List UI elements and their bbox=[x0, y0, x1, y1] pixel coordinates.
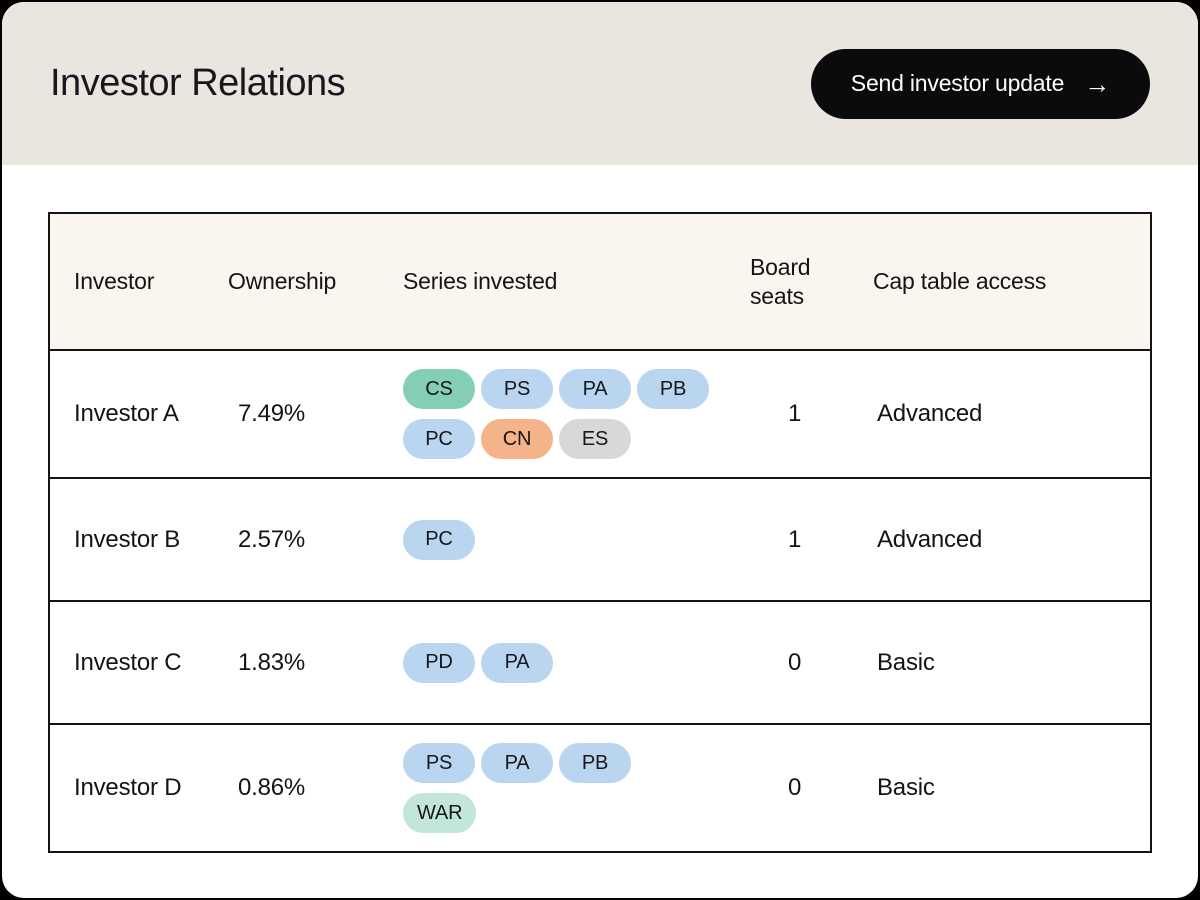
series-chip-group: PS PA PB WAR bbox=[403, 743, 750, 833]
series-chip: WAR bbox=[403, 793, 477, 833]
investors-table: Investor Ownership Series invested Board… bbox=[48, 212, 1152, 853]
series-chip: PA bbox=[481, 642, 553, 683]
column-header-investor: Investor bbox=[74, 268, 155, 295]
series-chip-group: PD PA bbox=[403, 642, 750, 683]
investor-name: Investor C bbox=[74, 648, 182, 676]
column-header-cap-table-access: Cap table access bbox=[873, 268, 1047, 295]
ownership-value: 0.86% bbox=[238, 774, 306, 801]
cap-table-access-value: Basic bbox=[877, 648, 935, 676]
series-chip: PB bbox=[637, 369, 709, 409]
table-row: Investor A 7.49% CS PS PA PB PC CN ES 1 Advanc… bbox=[50, 349, 1150, 477]
series-chip: CN bbox=[481, 419, 553, 459]
series-chip: PC bbox=[403, 419, 475, 459]
table-row: Investor B 2.57% PC 1 Advanced bbox=[50, 477, 1150, 600]
board-seats-value: 0 bbox=[788, 648, 802, 676]
series-chip: PA bbox=[559, 369, 631, 409]
series-chip: CS bbox=[403, 369, 475, 409]
ownership-value: 1.83% bbox=[238, 648, 306, 676]
table-header-row: Investor Ownership Series invested Board… bbox=[50, 214, 1150, 349]
series-chip: ES bbox=[559, 419, 631, 459]
investor-name: Investor A bbox=[74, 400, 179, 427]
investor-name: Investor D bbox=[74, 774, 182, 801]
ownership-value: 7.49% bbox=[238, 400, 306, 427]
send-investor-update-button[interactable]: Send investor update → bbox=[810, 48, 1150, 119]
page-title: Investor Relations bbox=[50, 62, 346, 104]
send-investor-update-label: Send investor update bbox=[850, 70, 1065, 96]
investor-name: Investor B bbox=[74, 525, 181, 553]
series-chip-group: PC bbox=[403, 519, 750, 560]
series-chip: PB bbox=[559, 743, 631, 783]
series-chip: PS bbox=[481, 369, 553, 409]
board-seats-value: 0 bbox=[788, 774, 802, 801]
ownership-value: 2.57% bbox=[238, 525, 306, 553]
series-chip: PS bbox=[403, 743, 475, 783]
column-header-board-seats: Board seats bbox=[750, 253, 811, 309]
series-chip: PC bbox=[403, 519, 475, 560]
page-header: Investor Relations Send investor update … bbox=[2, 2, 1198, 165]
table-row: Investor C 1.83% PD PA 0 Basic bbox=[50, 600, 1150, 723]
board-seats-value: 1 bbox=[788, 400, 802, 427]
table-row: Investor D 0.86% PS PA PB WAR 0 Basic bbox=[50, 723, 1150, 851]
cap-table-access-value: Advanced bbox=[877, 400, 983, 427]
column-header-ownership: Ownership bbox=[228, 268, 337, 295]
board-seats-value: 1 bbox=[788, 525, 802, 553]
cap-table-access-value: Advanced bbox=[877, 525, 983, 553]
arrow-right-icon: → bbox=[1084, 68, 1110, 99]
column-header-series-invested: Series invested bbox=[403, 268, 558, 295]
series-chip-group: CS PS PA PB PC CN ES bbox=[403, 369, 750, 459]
cap-table-access-value: Basic bbox=[877, 774, 935, 801]
series-chip: PD bbox=[403, 642, 475, 683]
series-chip: PA bbox=[481, 743, 553, 783]
